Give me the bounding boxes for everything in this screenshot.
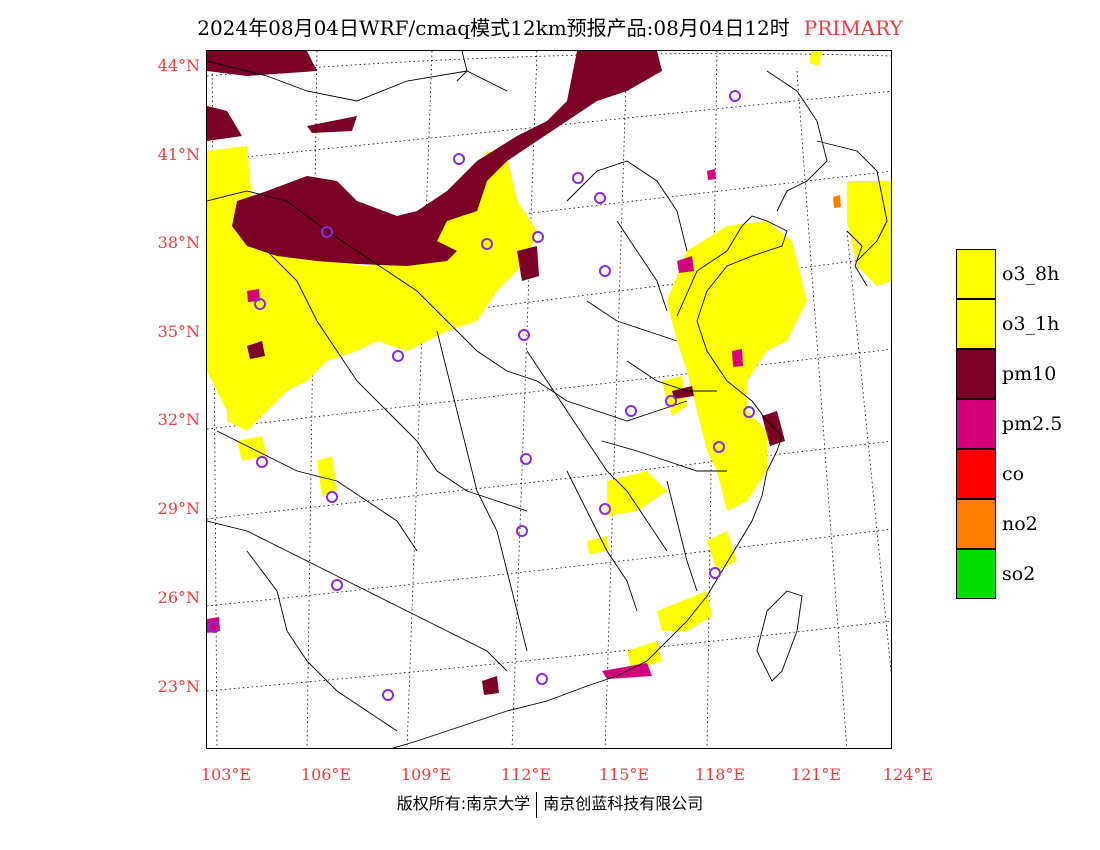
- lon-label-109: 109°E: [400, 765, 452, 784]
- station-marker: [518, 329, 530, 341]
- lat-label-23: 23°N: [157, 677, 200, 696]
- station-marker: [625, 405, 637, 417]
- station-marker: [254, 298, 266, 310]
- title-main: 2024年08月04日WRF/cmaq模式12km预报产品:08月04日12时: [197, 16, 790, 40]
- station-marker: [729, 90, 741, 102]
- station-marker: [709, 567, 721, 579]
- legend-swatch: [956, 249, 996, 299]
- footer-left: 版权所有:南京大学: [396, 794, 531, 813]
- legend-label: o3_8h: [1002, 263, 1060, 285]
- lat-label-41: 41°N: [157, 145, 200, 164]
- lat-label-29: 29°N: [157, 499, 200, 518]
- lon-label-115: 115°E: [598, 765, 650, 784]
- legend-label: pm2.5: [1002, 413, 1063, 435]
- lat-label-44: 44°N: [157, 56, 200, 75]
- legend-label: no2: [1002, 513, 1038, 535]
- title-tag: PRIMARY: [803, 16, 903, 40]
- station-marker: [743, 406, 755, 418]
- graticule: [207, 51, 891, 748]
- legend-swatch: [956, 299, 996, 349]
- station-marker: [382, 689, 394, 701]
- legend-label: co: [1002, 463, 1025, 485]
- footer-separator: [536, 791, 538, 818]
- legend-swatch: [956, 499, 996, 549]
- map-title: 2024年08月04日WRF/cmaq模式12km预报产品:08月04日12时 P…: [0, 12, 1100, 41]
- station-marker: [331, 579, 343, 591]
- station-marker: [599, 265, 611, 277]
- station-marker: [572, 172, 584, 184]
- legend-swatch: [956, 399, 996, 449]
- legend-swatch: [956, 449, 996, 499]
- no2-regions: [833, 195, 841, 208]
- station-marker: [599, 503, 611, 515]
- footer-right: 南京创蓝科技有限公司: [543, 794, 704, 813]
- station-marker: [453, 153, 465, 165]
- legend-label: so2: [1002, 563, 1036, 585]
- station-marker: [481, 238, 493, 250]
- copyright-footer: 版权所有:南京大学 南京创蓝科技有限公司: [0, 790, 1100, 818]
- station-marker: [256, 456, 268, 468]
- station-marker: [520, 453, 532, 465]
- boundaries: [207, 51, 888, 748]
- station-marker: [594, 192, 606, 204]
- station-marker: [392, 350, 404, 362]
- station-marker: [713, 441, 725, 453]
- lon-label-124: 124°E: [882, 765, 934, 784]
- lon-label-118: 118°E: [694, 765, 746, 784]
- station-marker: [326, 491, 338, 503]
- station-marker: [532, 231, 544, 243]
- lon-label-121: 121°E: [790, 765, 842, 784]
- station-marker: [536, 673, 548, 685]
- lat-label-35: 35°N: [157, 322, 200, 341]
- lon-label-103: 103°E: [200, 765, 252, 784]
- legend-label: pm10: [1002, 363, 1057, 385]
- pm10-regions: [207, 51, 785, 695]
- station-marker: [516, 525, 528, 537]
- station-marker: [208, 621, 220, 633]
- station-markers: [208, 90, 755, 701]
- pollution-map: [207, 51, 891, 748]
- lat-label-32: 32°N: [157, 410, 200, 429]
- lat-label-38: 38°N: [157, 233, 200, 252]
- station-marker: [321, 226, 333, 238]
- legend-label: o3_1h: [1002, 313, 1060, 335]
- lon-label-112: 112°E: [500, 765, 552, 784]
- map-area: [206, 50, 892, 749]
- lon-label-106: 106°E: [300, 765, 352, 784]
- station-marker: [665, 395, 677, 407]
- lat-label-26: 26°N: [157, 588, 200, 607]
- legend-swatch: [956, 349, 996, 399]
- legend-swatch: [956, 549, 996, 599]
